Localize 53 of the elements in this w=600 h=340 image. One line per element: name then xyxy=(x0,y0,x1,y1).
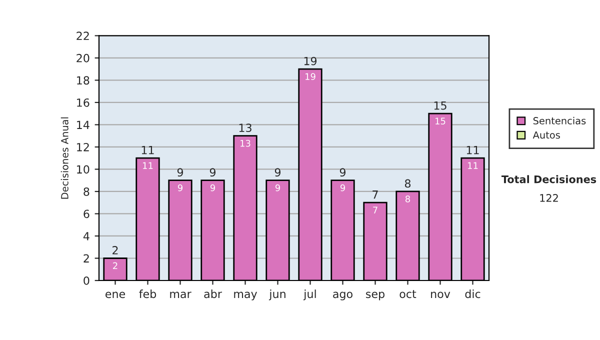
data-label: 15 xyxy=(436,118,446,124)
data-label: 2 xyxy=(113,262,118,269)
x-tick-label: feb xyxy=(139,290,156,298)
y-tick-label: 16 xyxy=(77,98,90,107)
total-label: 9 xyxy=(210,168,216,177)
y-tick-label: 12 xyxy=(77,142,89,152)
total-label: 15 xyxy=(434,102,446,110)
data-label: 9 xyxy=(210,184,215,192)
data-label: 13 xyxy=(240,140,250,147)
y-tick-label: 14 xyxy=(77,120,90,129)
y-tick-label: 2 xyxy=(84,254,89,262)
text: Total Decisiones xyxy=(501,175,596,184)
y-tick-label: 4 xyxy=(83,232,90,240)
data-label: 11 xyxy=(143,162,153,169)
x-tick-label: jun xyxy=(268,290,286,300)
data-label: 11 xyxy=(468,162,478,169)
total-label: 8 xyxy=(404,179,411,188)
total-label: 2 xyxy=(112,246,118,254)
x-tick-label: abr xyxy=(204,290,222,298)
total-label: 13 xyxy=(239,124,252,132)
legend-label: Autos xyxy=(532,131,560,139)
data-label: 9 xyxy=(178,184,182,192)
x-tick-label: mar xyxy=(170,292,192,298)
data-label: 9 xyxy=(340,184,345,192)
total-label: 19 xyxy=(304,56,317,66)
total-label: 9 xyxy=(177,168,184,177)
legend-label: Sentencias xyxy=(533,116,586,124)
x-tick-label: dic xyxy=(465,290,480,298)
total-label: 9 xyxy=(340,168,346,177)
total-label: 11 xyxy=(142,146,154,154)
data-label: 9 xyxy=(275,184,280,192)
x-tick-label: sep xyxy=(366,292,384,300)
y-tick-label: 6 xyxy=(84,210,90,218)
data-label: 7 xyxy=(373,206,378,214)
x-tick-label: nov xyxy=(431,292,450,298)
text: 122 xyxy=(540,194,558,202)
x-tick-label: oct xyxy=(400,290,416,298)
y-axis-title: Decisiones Anual xyxy=(60,117,68,199)
x-tick-label: ene xyxy=(106,292,126,298)
y-tick-label: 8 xyxy=(84,187,90,196)
total-label: 11 xyxy=(466,146,479,154)
y-tick-label: 22 xyxy=(76,32,89,40)
y-tick-label: 18 xyxy=(77,76,90,85)
total-label: 9 xyxy=(274,168,281,177)
y-tick-label: 0 xyxy=(84,276,90,285)
x-tick-label: may xyxy=(234,292,258,300)
data-label: 19 xyxy=(306,73,316,80)
total-label: 7 xyxy=(372,190,378,199)
x-tick-label: jul xyxy=(303,290,316,300)
data-label: 8 xyxy=(405,196,410,202)
x-tick-label: ago xyxy=(333,292,352,300)
y-tick-label: 10 xyxy=(77,165,90,174)
y-tick-label: 20 xyxy=(76,54,90,62)
